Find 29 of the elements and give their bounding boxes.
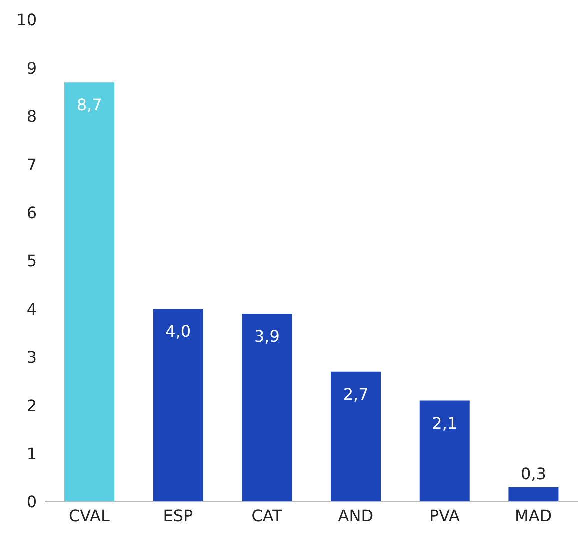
- y-tick-label: 10: [16, 10, 37, 30]
- y-tick-label: 8: [26, 107, 37, 126]
- x-tick-label: CVAL: [68, 506, 110, 526]
- x-tick-label: AND: [338, 506, 374, 526]
- data-label: 4,0: [166, 322, 192, 342]
- y-tick-label: 7: [26, 155, 37, 174]
- y-tick-label: 0: [26, 492, 37, 512]
- data-label: 8,7: [76, 96, 102, 115]
- y-tick-label: 5: [26, 252, 37, 271]
- data-label: 0,3: [520, 464, 546, 484]
- bar: [420, 400, 470, 502]
- bar: [331, 372, 382, 502]
- y-tick-label: 3: [26, 348, 37, 368]
- y-tick-label: 2: [26, 396, 37, 416]
- data-label: 3,9: [254, 327, 280, 346]
- data-label: 2,1: [432, 414, 458, 433]
- bar: [64, 82, 115, 502]
- bar: [508, 488, 559, 502]
- y-tick-label: 4: [26, 300, 37, 319]
- x-tick-label: CAT: [252, 506, 283, 526]
- x-tick-label: MAD: [515, 506, 552, 526]
- y-tick-label: 9: [26, 58, 37, 78]
- x-tick-label: PVA: [429, 506, 460, 526]
- x-tick-label: ESP: [163, 506, 194, 526]
- y-tick-label: 6: [26, 203, 37, 222]
- y-tick-label: 1: [26, 444, 37, 464]
- bar: [153, 309, 204, 502]
- data-label: 2,7: [343, 384, 369, 404]
- bar: [242, 314, 292, 502]
